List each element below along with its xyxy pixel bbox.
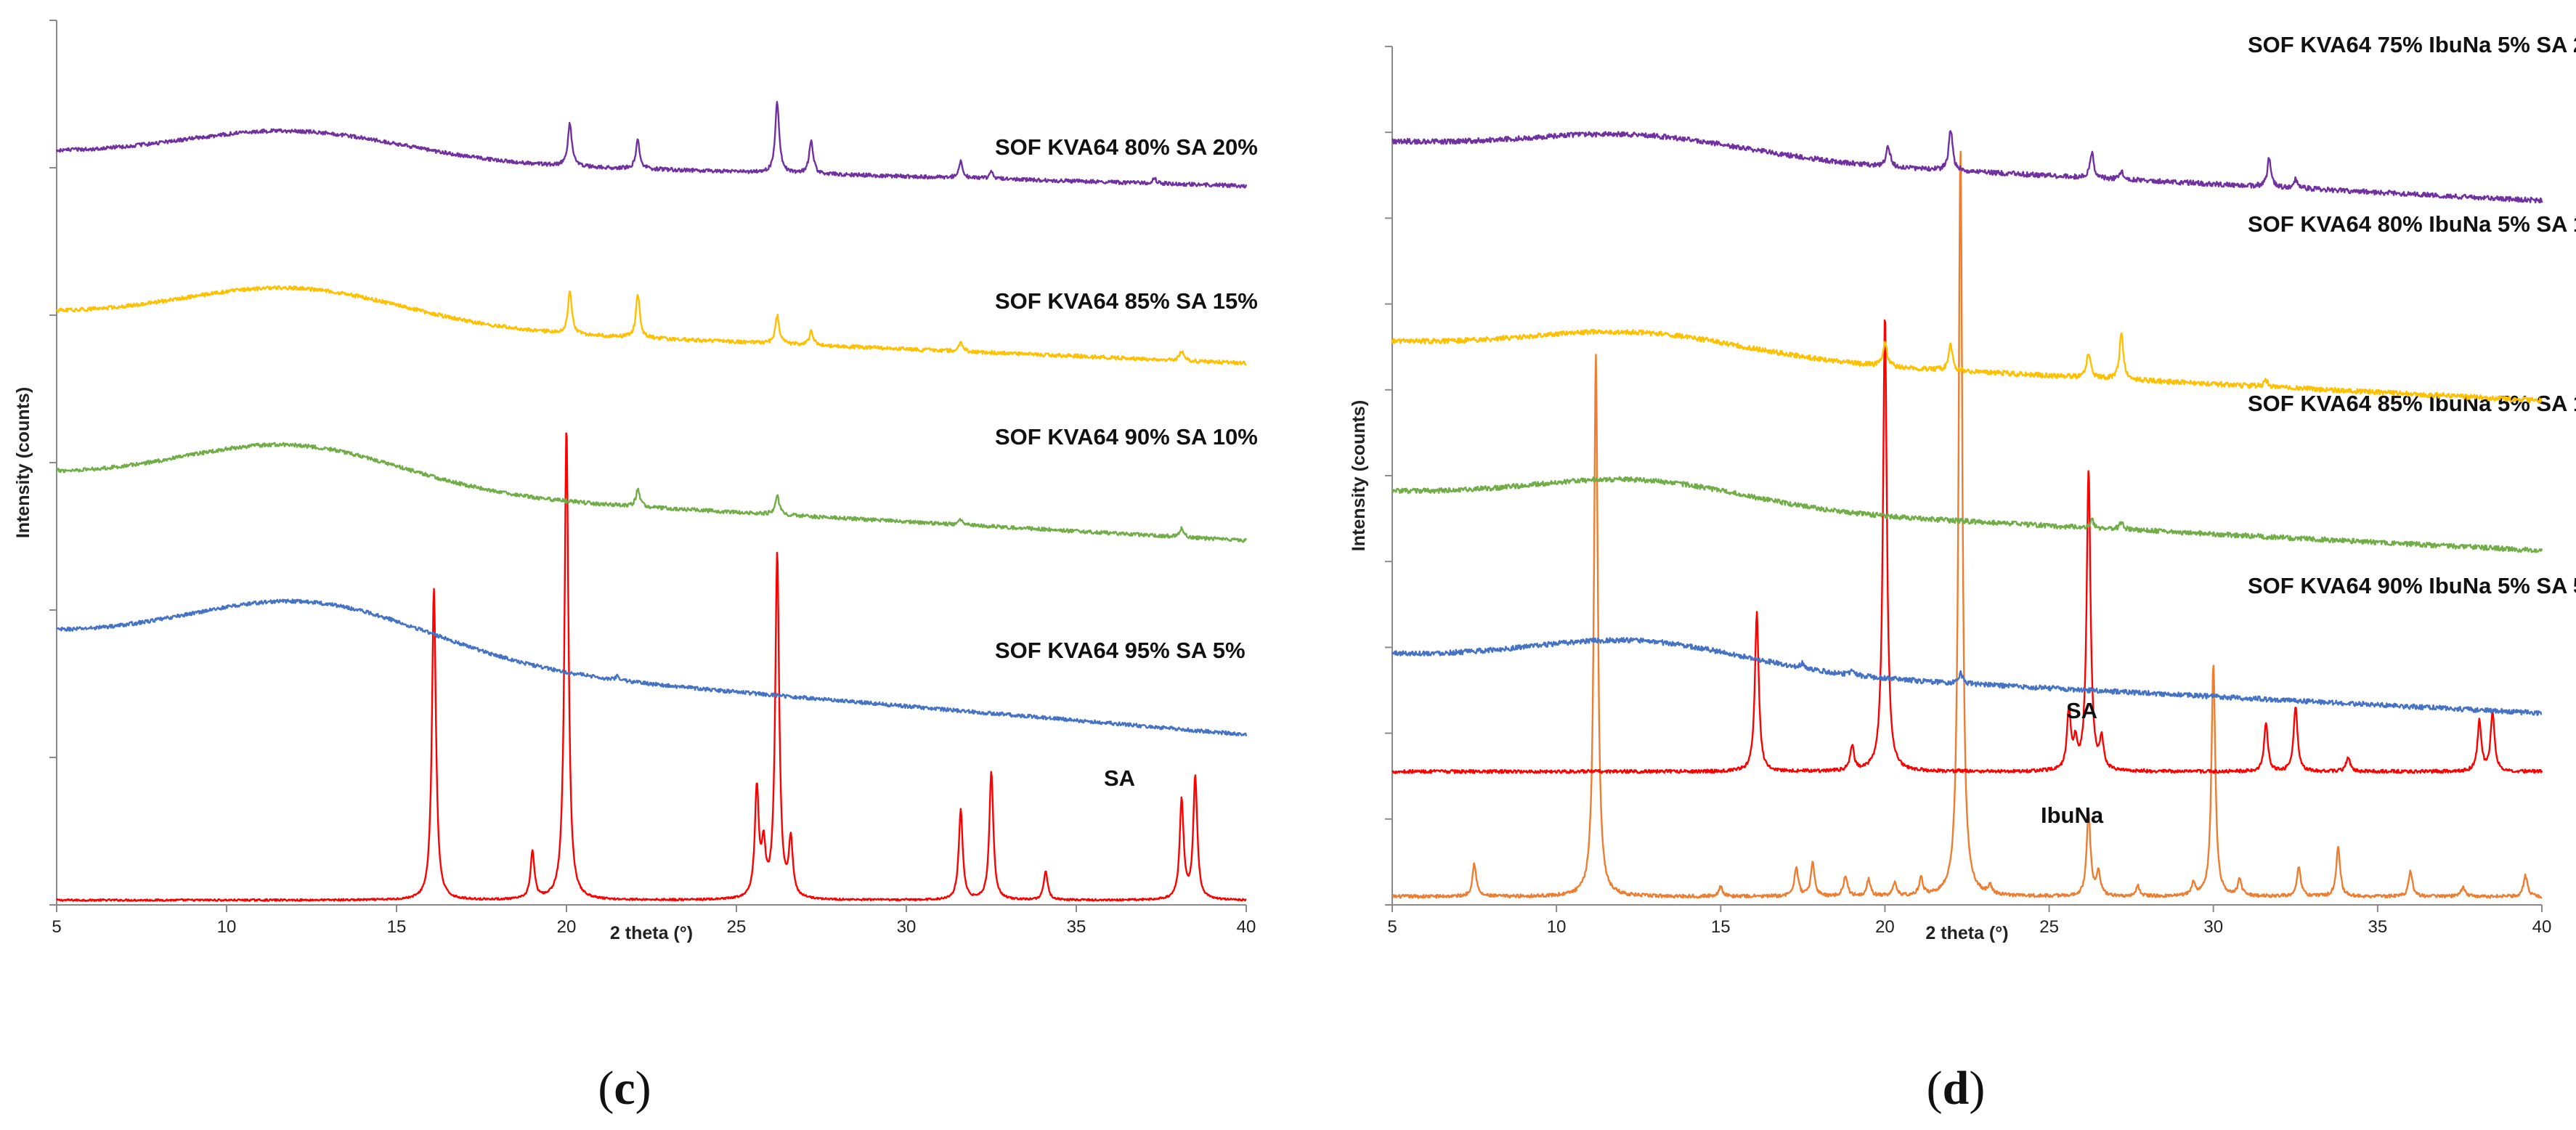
x-axis-title: 2 theta (°) [1925, 923, 2008, 943]
series-line [55, 101, 1248, 189]
y-axis-title: Intensity (counts) [13, 387, 33, 538]
x-tick-label: 15 [387, 917, 407, 937]
series-line [56, 598, 1248, 736]
series-label: SOF KVA64 85% SA 15% [995, 288, 1258, 314]
x-tick-label: 10 [1547, 917, 1567, 937]
x-axis-title: 2 theta (°) [610, 923, 693, 943]
x-tick-label: 5 [52, 917, 61, 937]
series-line [1391, 130, 2543, 203]
x-tick-label: 25 [2039, 917, 2059, 937]
series-line [1391, 328, 2543, 404]
panel-caption-letter: c [614, 1062, 635, 1115]
panel-caption-open: ( [598, 1062, 614, 1115]
y-axis-title: Intensity (counts) [1349, 400, 1369, 551]
panel-caption-close: ) [1969, 1062, 1985, 1115]
panel-caption-letter: d [1943, 1062, 1970, 1115]
x-tick-label: 25 [727, 917, 747, 937]
chart-panel-d: 5 10 15 20 25 30 35 40 2 theta (°) Intensity (cou… [1349, 32, 2576, 1115]
series-label: SOF KVA64 95% SA 5% [995, 638, 1246, 663]
panel-caption: (c) [598, 1062, 651, 1115]
x-tick-label: 30 [897, 917, 917, 937]
series-line [56, 285, 1247, 366]
x-tick-label: 35 [1067, 917, 1086, 937]
panel-caption: (d) [1927, 1062, 1986, 1115]
x-tick-label: 20 [557, 917, 577, 937]
series-label: SOF KVA64 75% IbuNa 5% SA 20% [2248, 32, 2576, 57]
series-line [1391, 150, 2543, 899]
panel-caption-close: ) [635, 1062, 651, 1115]
x-tick-label: 35 [2368, 917, 2388, 937]
x-tick-label: 10 [217, 917, 237, 937]
series-label: SA [1104, 765, 1135, 791]
x-tick-label: 40 [1237, 917, 1256, 937]
series-label: SOF KVA64 80% SA 20% [995, 134, 1258, 160]
series-line [1391, 637, 2543, 716]
series-line [56, 432, 1247, 902]
series-label: SOF KVA64 90% SA 10% [995, 424, 1258, 450]
series-label: IbuNa [2041, 802, 2104, 828]
x-tick-label: 20 [1875, 917, 1895, 937]
series-label: SOF KVA64 90% IbuNa 5% SA 5% [2248, 573, 2576, 598]
panel-caption-open: ( [1927, 1062, 1943, 1115]
series-label: SOF KVA64 80% IbuNa 5% SA 15% [2248, 211, 2576, 237]
x-tick-label: 30 [2203, 917, 2223, 937]
series-line [1391, 476, 2543, 553]
series-line [56, 442, 1248, 543]
chart-panel-c: 5 10 15 20 25 30 35 40 2 theta (°) Intensity (cou… [13, 20, 1258, 1115]
x-tick-label: 5 [1387, 917, 1397, 937]
x-tick-label: 15 [1711, 917, 1731, 937]
series-label: SA [2066, 698, 2097, 723]
series-line [1391, 319, 2543, 774]
x-tick-label: 40 [2532, 917, 2552, 937]
